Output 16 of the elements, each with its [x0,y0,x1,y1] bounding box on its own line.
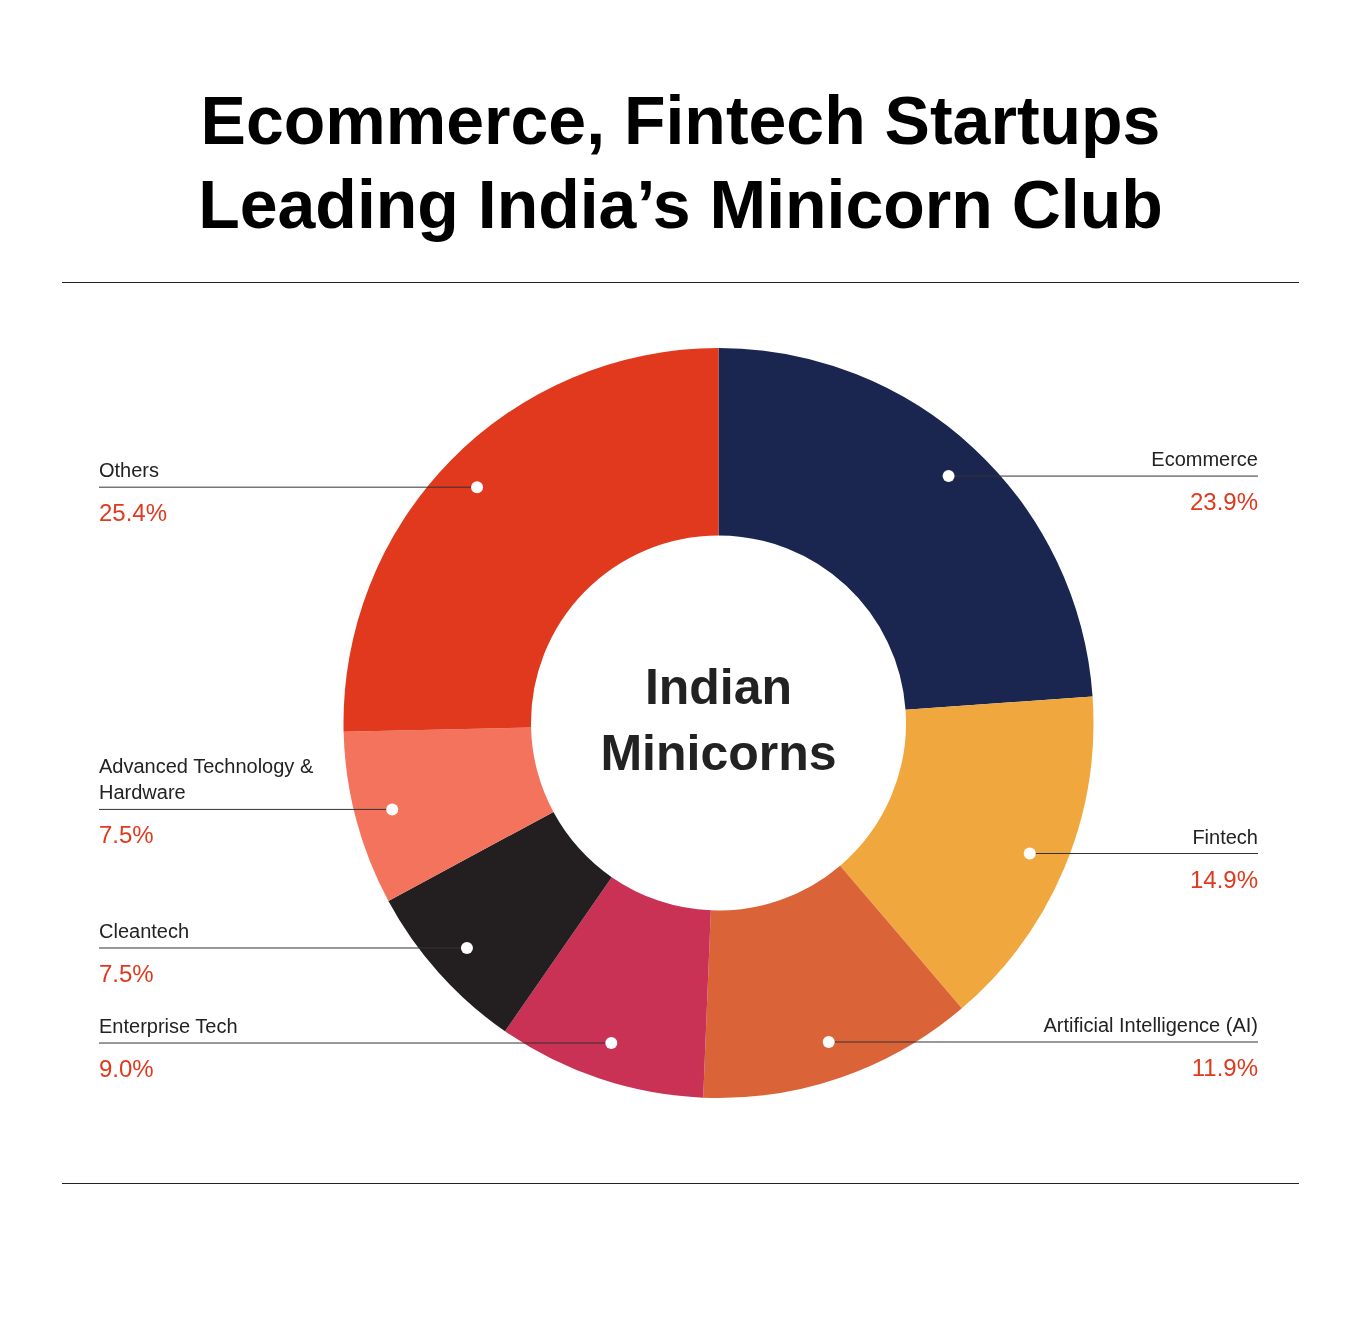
slice-label: Fintech [1192,825,1258,848]
text: Indian Minicorns [600,658,837,781]
slice-label: Enterprise Tech [99,1015,238,1038]
data-label: 7.5% [99,821,154,849]
data-label: 14.9% [1189,865,1258,893]
slice-label: Advanced Technology & Hardware [99,755,314,804]
chart-title: Ecommerce, Fintech Startups Leading India’s Minicorn Club [197,81,1164,244]
data-label: 11.9% [1191,1054,1258,1081]
slice-label: Others [99,459,160,482]
data-label: 9.0% [99,1055,154,1083]
data-label: 25.4% [99,499,168,527]
slice-label: Cleantech [99,919,190,942]
data-label: 23.9% [1189,488,1258,516]
slice-label: Artificial Intelligence (AI) [1043,1014,1258,1036]
data-label: 7.5% [99,959,154,987]
slice-label: Ecommerce [1151,448,1258,471]
